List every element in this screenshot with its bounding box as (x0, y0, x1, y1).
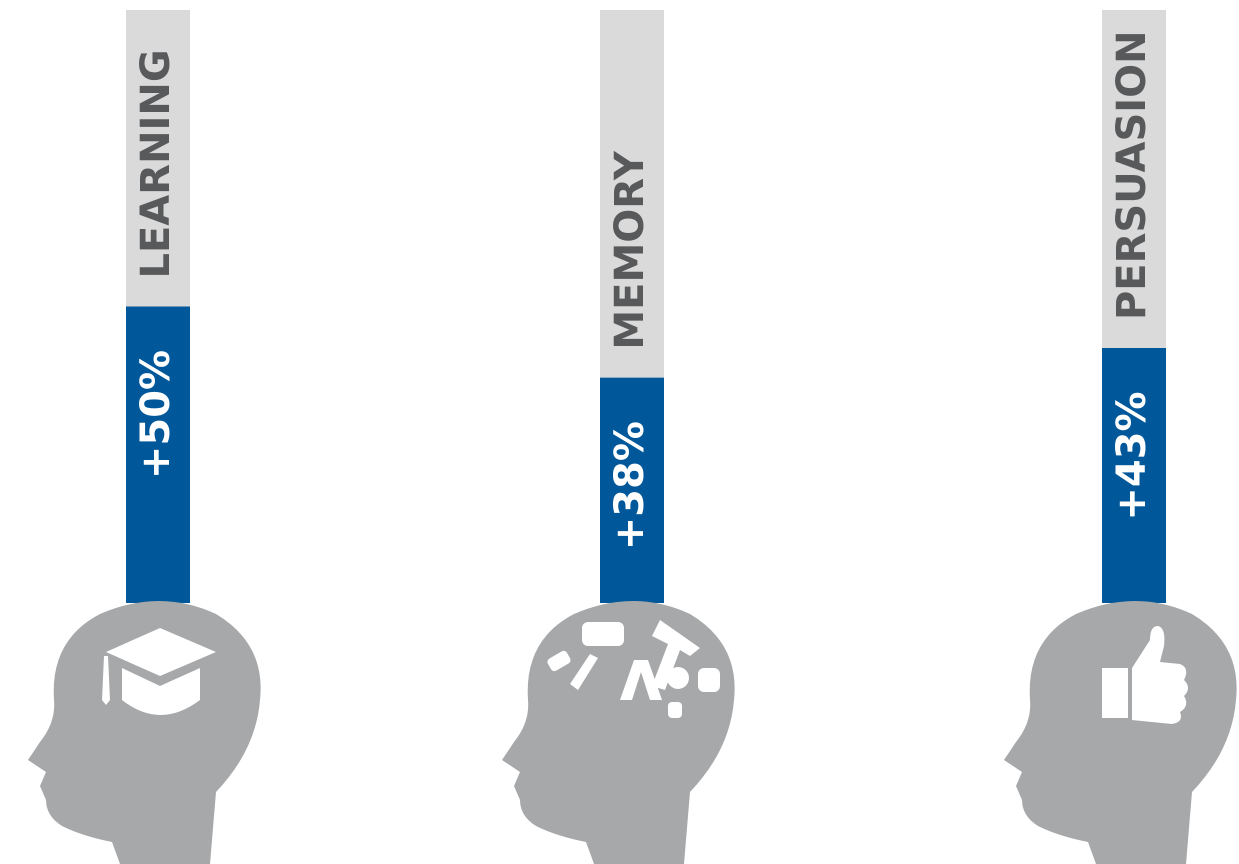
value-label: +50% (133, 350, 179, 479)
heads (28, 601, 1237, 864)
chart: LEARNING +50% MEMORY +38% PERSUASION +43% (0, 0, 1239, 864)
category-label: MEMORY (607, 150, 653, 350)
category-label: LEARNING (133, 49, 179, 278)
value-label: +43% (1109, 391, 1155, 520)
head-persuasion (1004, 601, 1237, 864)
value-label: +38% (607, 421, 653, 550)
page: LEARNING+50%MEMORY+38%PERSUASION+43% (()… (0, 0, 1239, 864)
category-label: PERSUASION (1109, 30, 1155, 320)
